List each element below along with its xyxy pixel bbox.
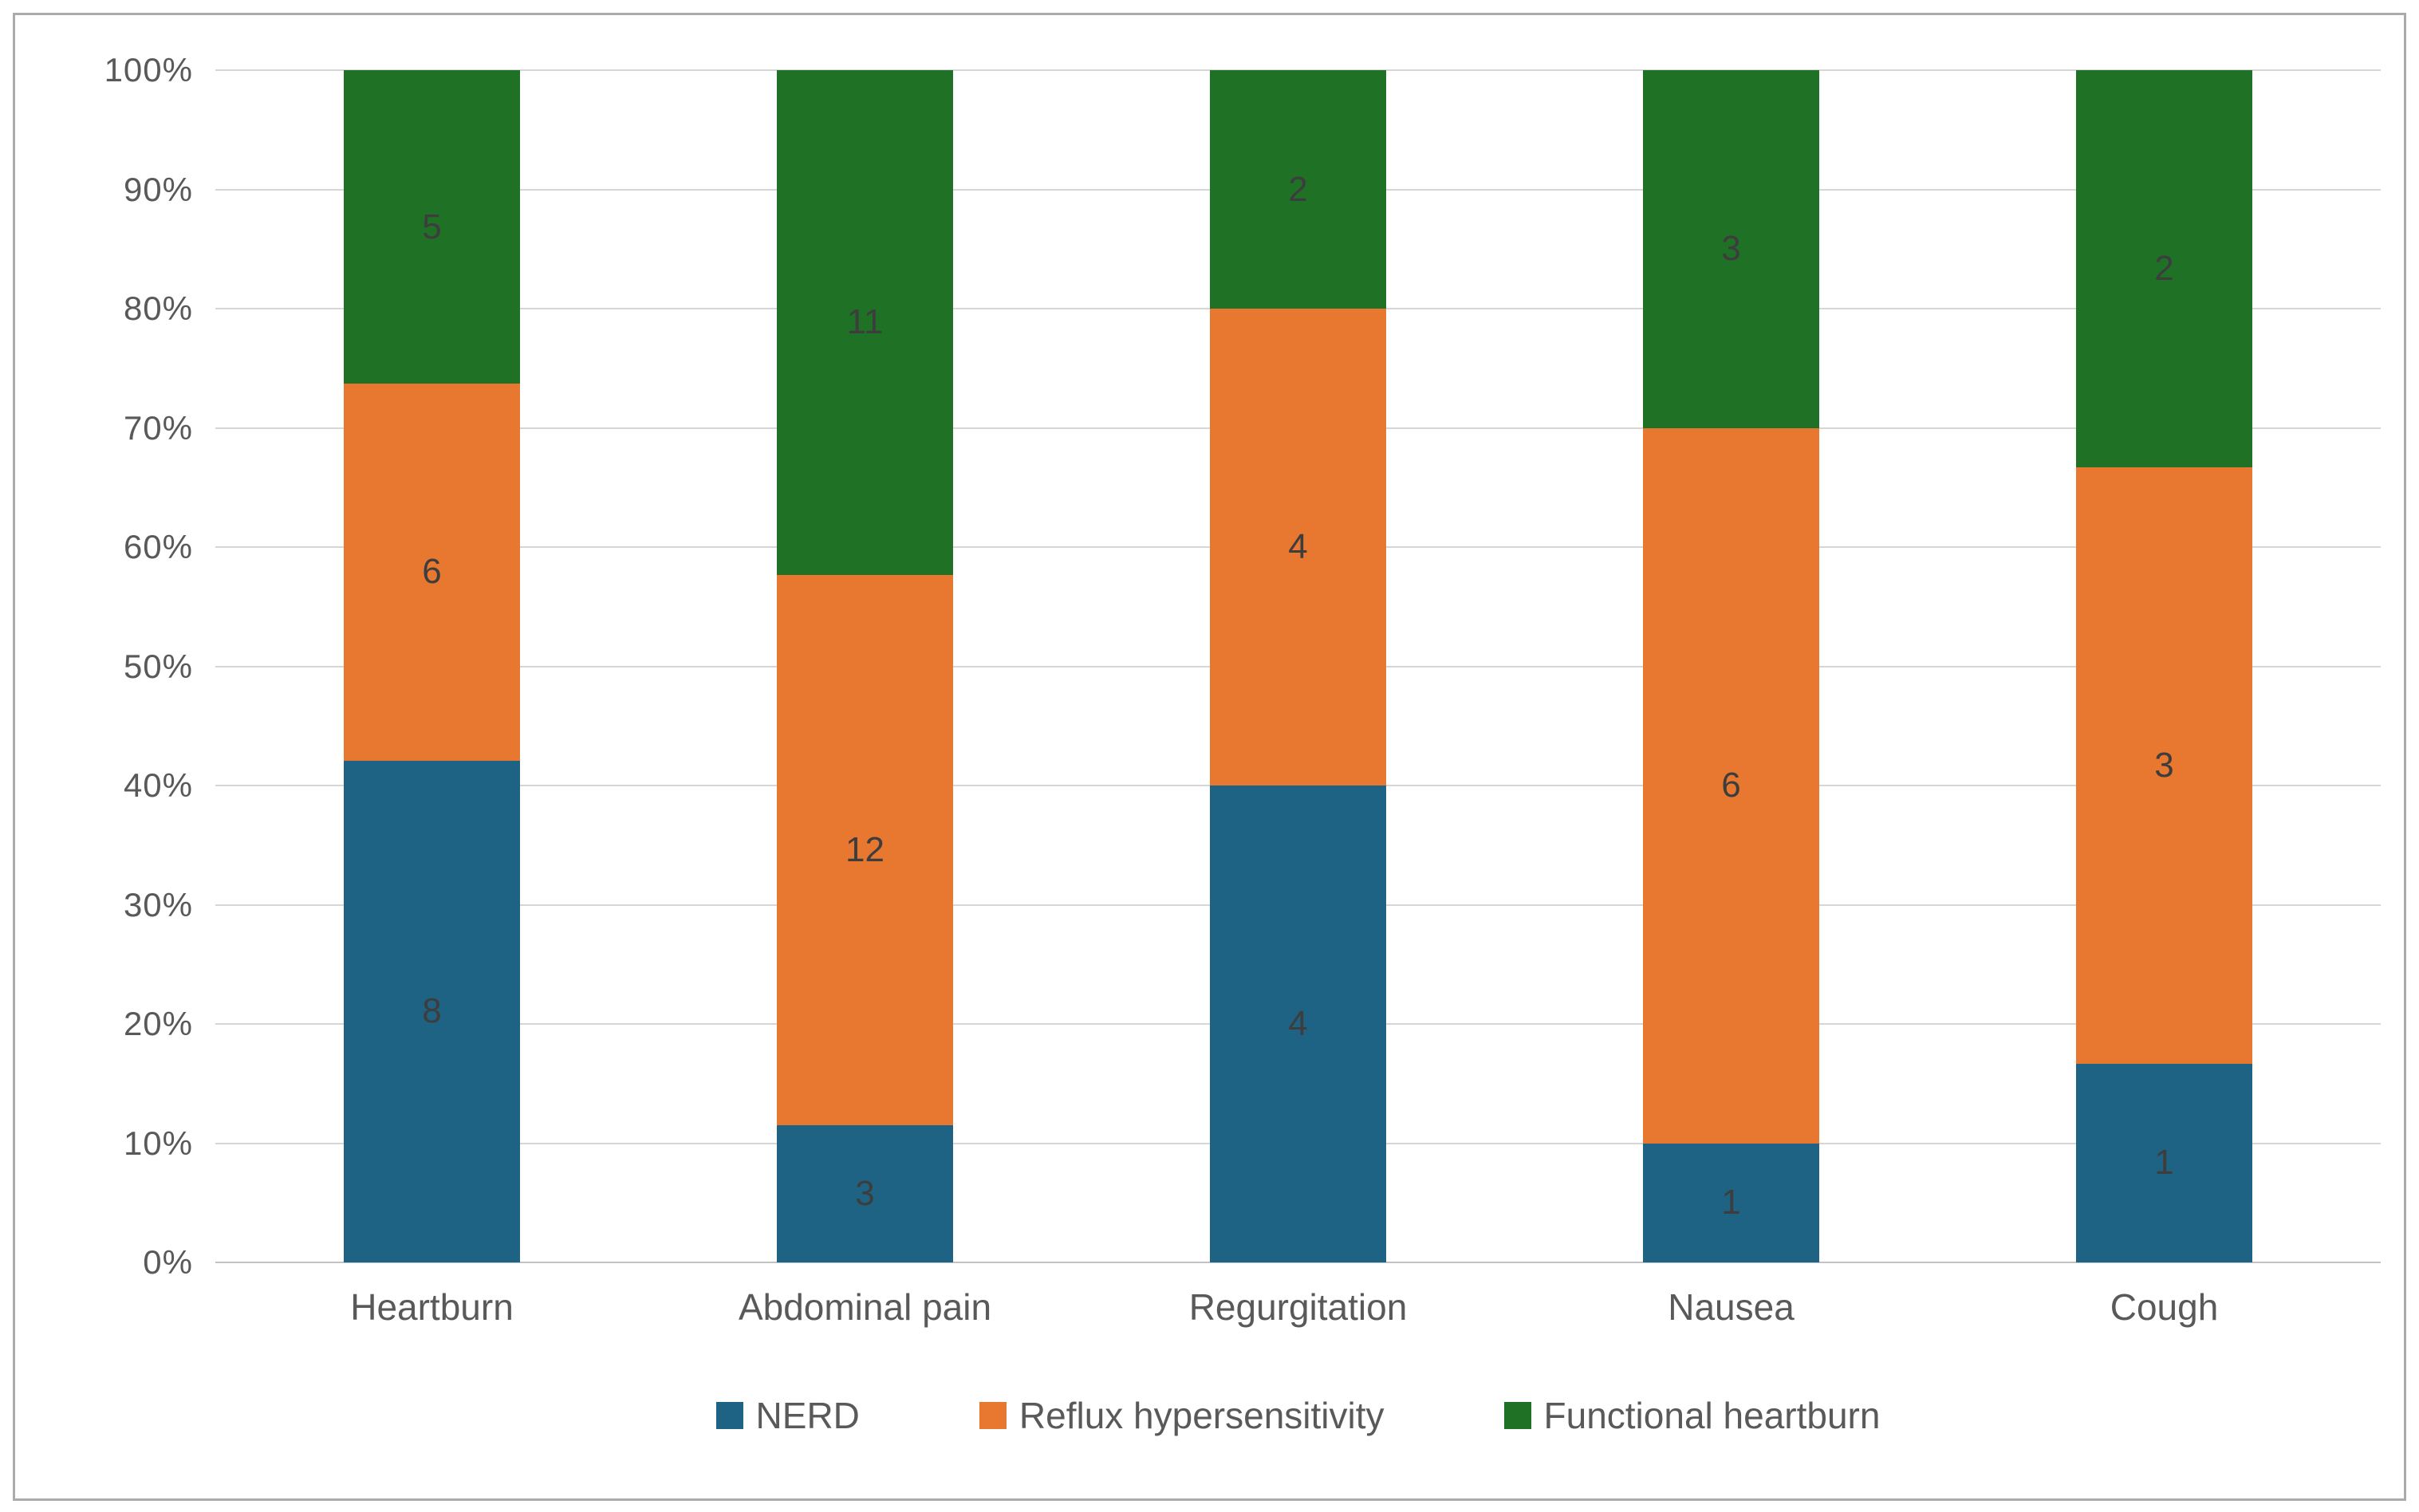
bar-segment-nerd: 1 (1643, 1143, 1819, 1262)
data-label: 3 (855, 1173, 875, 1213)
x-category-label: Cough (2110, 1286, 2219, 1328)
bar-segment-functional-heartburn: 11 (777, 70, 953, 575)
data-label: 6 (1721, 766, 1741, 805)
bar-segment-functional-heartburn: 2 (1210, 70, 1386, 309)
category-slot: 2 3 1 (1948, 70, 2381, 1262)
plot-area: 5 6 8 11 12 3 2 4 4 3 6 1 2 3 1 (215, 69, 2381, 1263)
y-tick-label: 40% (123, 766, 193, 804)
legend: NERD Reflux hypersensitivity Functional he… (215, 1394, 2381, 1437)
stacked-bar: 5 6 8 (344, 70, 520, 1262)
bar-segment-functional-heartburn: 3 (1643, 70, 1819, 428)
category-slot: 5 6 8 (215, 70, 648, 1262)
bar-segment-reflux-hypersensitivity: 12 (777, 574, 953, 1125)
bar-segment-functional-heartburn: 2 (2076, 70, 2252, 468)
x-category-label: Nausea (1668, 1286, 1795, 1328)
category-slot: 2 4 4 (1081, 70, 1515, 1262)
legend-label: Functional heartburn (1543, 1395, 1881, 1436)
data-label: 5 (422, 207, 442, 246)
bar-segment-reflux-hypersensitivity: 4 (1210, 309, 1386, 786)
bar-segment-nerd: 8 (344, 760, 520, 1262)
y-tick-label: 0% (143, 1243, 193, 1281)
bar-segment-nerd: 1 (2076, 1063, 2252, 1262)
legend-swatch-icon (715, 1402, 743, 1429)
data-label: 8 (422, 991, 442, 1031)
legend-item-nerd: NERD (715, 1394, 860, 1437)
x-category-label: Heartburn (350, 1286, 514, 1328)
bar-segment-nerd: 3 (777, 1124, 953, 1262)
bars-layer: 5 6 8 11 12 3 2 4 4 3 6 1 2 3 1 (215, 70, 2381, 1262)
category-slot: 3 6 1 (1515, 70, 1948, 1262)
x-category-label: Abdominal pain (738, 1286, 992, 1328)
y-tick-label: 30% (123, 885, 193, 923)
data-label: 4 (1288, 1004, 1308, 1043)
data-label: 4 (1288, 527, 1308, 566)
legend-item-functional-heartburn: Functional heartburn (1503, 1394, 1881, 1437)
data-label: 3 (1721, 229, 1741, 269)
y-tick-label: 20% (123, 1005, 193, 1042)
y-tick-label: 80% (123, 289, 193, 327)
x-axis-baseline (215, 1262, 2381, 1263)
y-tick-label: 60% (123, 528, 193, 565)
bar-segment-reflux-hypersensitivity: 3 (2076, 467, 2252, 1064)
data-label: 2 (2154, 249, 2174, 289)
x-category-label: Regurgitation (1188, 1286, 1408, 1328)
x-axis-labels: Heartburn Abdominal pain Regurgitation Naus… (215, 1286, 2381, 1329)
legend-swatch-icon (979, 1402, 1007, 1429)
bar-segment-nerd: 4 (1210, 786, 1386, 1262)
y-tick-label: 100% (104, 51, 193, 89)
data-label: 1 (1721, 1183, 1741, 1223)
stacked-bar: 2 3 1 (2076, 70, 2252, 1262)
stacked-bar: 11 12 3 (777, 70, 953, 1262)
y-tick-label: 50% (123, 647, 193, 685)
y-tick-label: 90% (123, 170, 193, 208)
legend-swatch-icon (1503, 1402, 1531, 1429)
y-axis: 0% 10% 20% 30% 40% 50% 60% 70% 80% 90% 100% (24, 51, 193, 1281)
bar-segment-functional-heartburn: 5 (344, 70, 520, 384)
bar-segment-reflux-hypersensitivity: 6 (1643, 427, 1819, 1144)
data-label: 6 (422, 552, 442, 592)
data-label: 2 (1288, 169, 1308, 209)
legend-label: Reflux hypersensitivity (1018, 1395, 1385, 1436)
legend-label: NERD (755, 1395, 860, 1436)
stacked-bar: 3 6 1 (1643, 70, 1819, 1262)
legend-item-reflux-hypersensitivity: Reflux hypersensitivity (979, 1394, 1385, 1437)
data-label: 3 (2154, 746, 2174, 786)
y-tick-label: 70% (123, 408, 193, 447)
y-tick-label: 10% (123, 1124, 193, 1162)
stacked-bar: 2 4 4 (1210, 70, 1386, 1262)
bar-segment-reflux-hypersensitivity: 6 (344, 384, 520, 761)
category-slot: 11 12 3 (648, 70, 1081, 1262)
data-label: 12 (845, 829, 884, 869)
data-label: 11 (846, 302, 884, 342)
data-label: 1 (2154, 1143, 2174, 1183)
